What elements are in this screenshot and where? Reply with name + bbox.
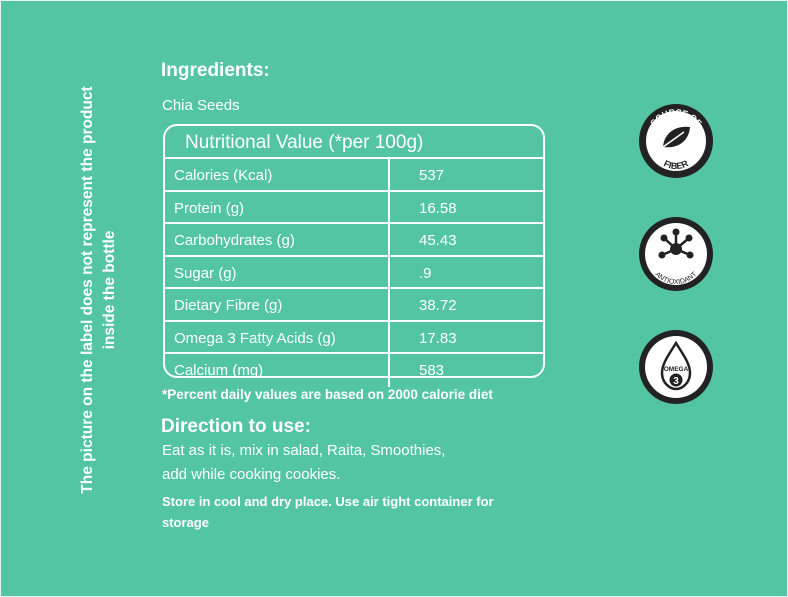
row-value: 17.83 xyxy=(419,329,457,347)
row-value: 583 xyxy=(419,362,445,379)
directions-line-1: Eat as it is, mix in salad, Raita, Smoot… xyxy=(162,442,446,459)
row-label: Sugar (g) xyxy=(165,256,390,287)
svg-text:FIBER: FIBER xyxy=(662,158,690,171)
table-row: Omega 3 Fatty Acids (g) 17.83 xyxy=(165,321,543,354)
fiber-badge: SOURCE OF FIBER xyxy=(639,104,713,178)
directions-heading: Direction to use: xyxy=(161,416,311,437)
storage-line-2: storage xyxy=(162,515,209,530)
omega-badge-number: 3 xyxy=(673,376,679,387)
molecule-icon xyxy=(658,228,694,259)
ingredients-heading: Ingredients: xyxy=(161,60,270,81)
directions-line-2: add while cooking cookies. xyxy=(162,466,341,483)
storage-line-1: Store in cool and dry place. Use air tig… xyxy=(162,494,494,509)
omega-badge: OMEGA 3 xyxy=(639,330,713,404)
table-row: Dietary Fibre (g) 38.72 xyxy=(165,289,543,322)
ingredients-text: Chia Seeds xyxy=(162,97,240,114)
table-row: Calcium (mg) 583 xyxy=(165,354,543,387)
antioxidant-badge: ANTIOXIDANT xyxy=(639,217,713,291)
row-label: Calcium (mg) xyxy=(165,354,390,387)
fiber-badge-bottom-text: FIBER xyxy=(662,158,690,171)
table-row: Sugar (g) .9 xyxy=(165,256,543,289)
row-value: 537 xyxy=(419,167,445,184)
nutrition-table: Nutritional Value (*per 100g) Calories (… xyxy=(163,124,545,387)
row-value: 16.58 xyxy=(419,199,457,217)
table-row: Protein (g) 16.58 xyxy=(165,191,543,224)
row-value: 38.72 xyxy=(419,297,457,314)
table-row: Calories (Kcal) 537 xyxy=(165,159,543,192)
table-row: Carbohydrates (g) 45.43 xyxy=(165,224,543,257)
row-label: Dietary Fibre (g) xyxy=(165,289,390,320)
leaf-icon xyxy=(662,126,690,148)
drop-icon xyxy=(660,340,692,391)
row-label: Omega 3 Fatty Acids (g) xyxy=(165,321,390,352)
row-label: Calories (Kcal) xyxy=(165,159,390,190)
row-label: Protein (g) xyxy=(165,191,390,222)
row-value: .9 xyxy=(419,264,432,282)
row-label: Carbohydrates (g) xyxy=(165,224,390,255)
omega-badge-text: OMEGA xyxy=(664,366,689,373)
side-disclaimer: The picture on the label does not repres… xyxy=(79,86,118,494)
nutrition-table-title: Nutritional Value (*per 100g) xyxy=(165,126,543,159)
row-value: 45.43 xyxy=(419,232,457,249)
nutrition-footnote: *Percent daily values are based on 2000 … xyxy=(162,387,493,402)
